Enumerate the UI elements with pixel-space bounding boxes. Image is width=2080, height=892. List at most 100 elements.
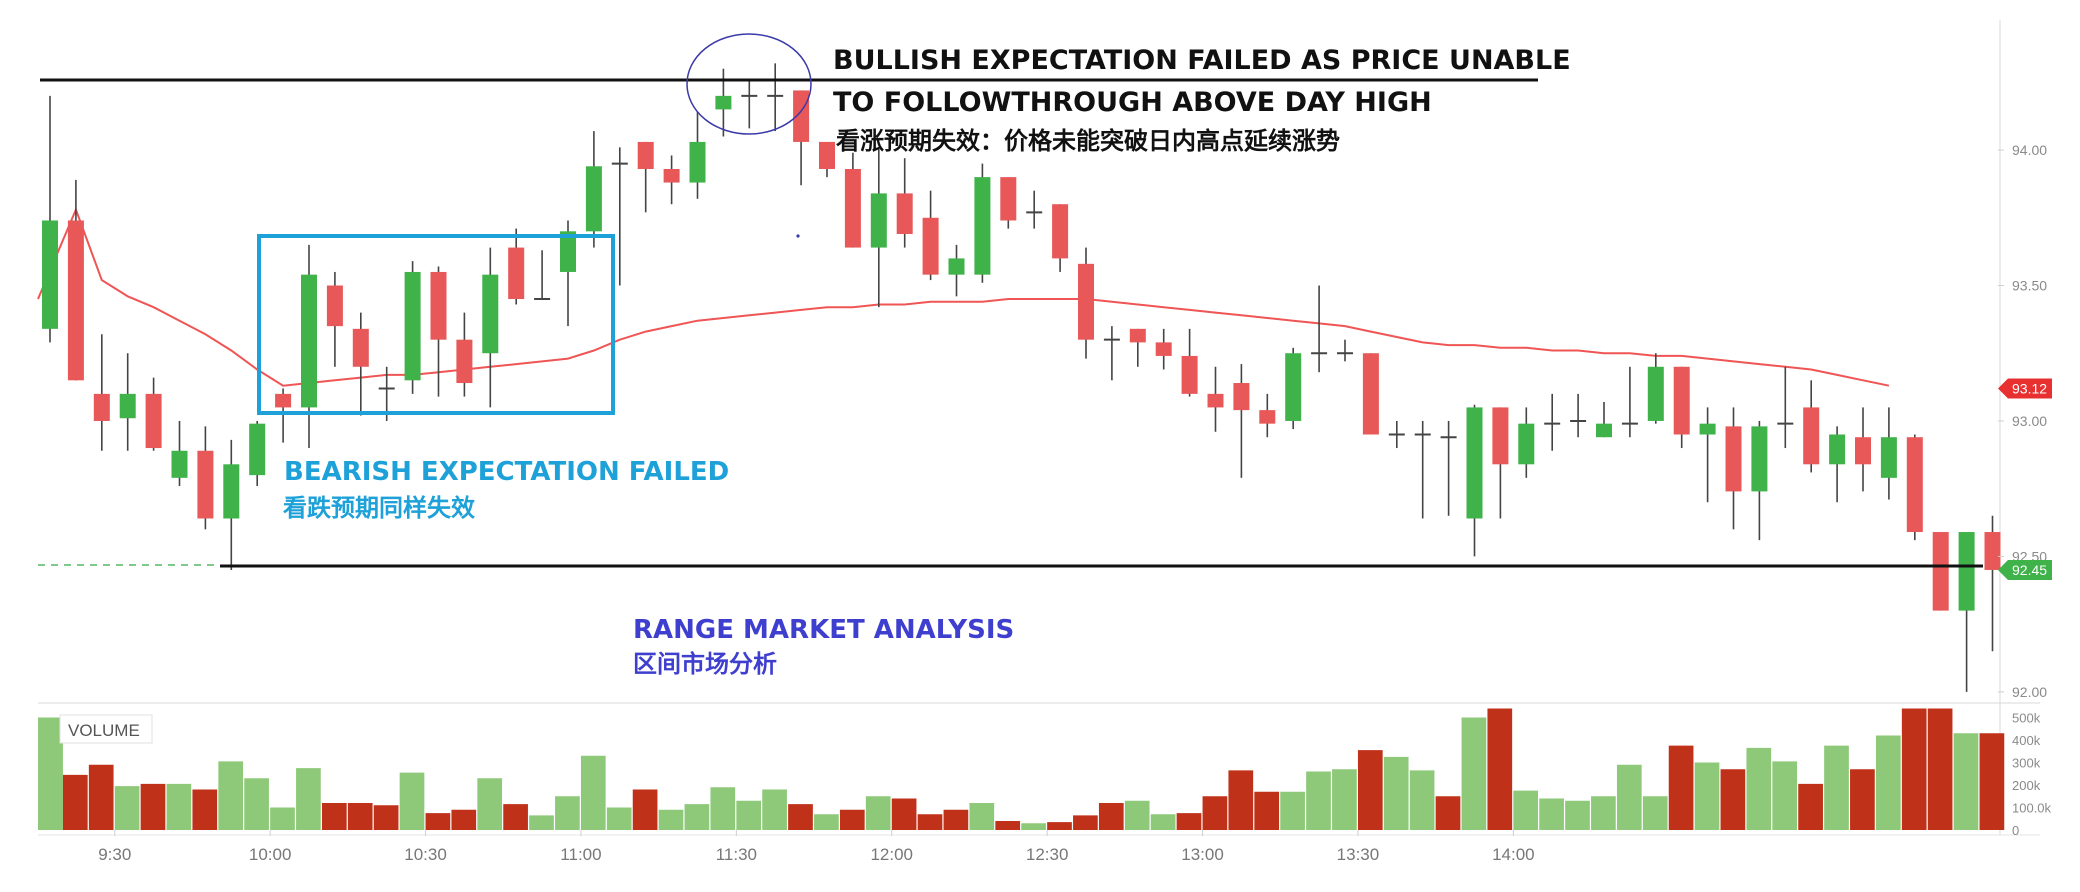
candle xyxy=(793,90,810,186)
moving-average-line xyxy=(37,206,1890,387)
candle-body xyxy=(870,193,887,248)
candle-body xyxy=(42,220,58,329)
candle xyxy=(275,388,292,443)
time-tick-label: 11:00 xyxy=(560,845,601,864)
candle-body xyxy=(197,450,214,519)
candle-body xyxy=(1647,366,1664,421)
candle xyxy=(1621,366,1638,438)
volume-bar xyxy=(1875,735,1901,830)
volume-bar xyxy=(865,796,891,830)
candle xyxy=(1052,204,1069,272)
candle xyxy=(404,261,421,394)
bearish-range-box xyxy=(257,234,615,415)
volume-bar xyxy=(1746,747,1772,830)
small-dot xyxy=(796,234,800,238)
volume-bar xyxy=(1824,745,1849,830)
candle-body xyxy=(352,328,369,367)
moving-average-layer xyxy=(37,206,1890,387)
candle xyxy=(1337,339,1353,362)
candle-body xyxy=(560,231,576,272)
candle-body xyxy=(1725,426,1742,492)
candle-body xyxy=(1855,437,1871,465)
candle-body xyxy=(1829,434,1846,465)
candle xyxy=(844,152,861,248)
volume-bar xyxy=(632,789,658,830)
price-tick-label: 93.00 xyxy=(2012,413,2047,429)
candle-body xyxy=(1466,407,1483,519)
volume-bar xyxy=(555,796,580,830)
candle xyxy=(585,131,602,248)
candle-body xyxy=(1596,423,1612,438)
candle-body xyxy=(1518,423,1535,465)
bearish-annotation-cn: 看跌预期同样失效 xyxy=(283,494,475,522)
candle-body xyxy=(844,169,861,248)
candle-body xyxy=(119,393,136,419)
volume-bar xyxy=(1565,800,1590,830)
candle xyxy=(1259,393,1276,438)
candle xyxy=(145,377,162,451)
candle-body xyxy=(1803,407,1820,465)
candle-body xyxy=(1259,410,1276,424)
candle-body xyxy=(1129,328,1146,343)
volume-bar xyxy=(1202,796,1228,830)
volume-label: VOLUME xyxy=(68,721,140,740)
time-tick-label: 12:00 xyxy=(870,845,913,864)
candle-body xyxy=(1751,426,1768,492)
candle xyxy=(1544,393,1561,451)
volume-bar xyxy=(1435,796,1461,830)
candle xyxy=(560,220,576,327)
price-tag: 92.45 xyxy=(1998,559,2052,580)
candle xyxy=(1000,177,1017,229)
candle-body xyxy=(223,464,240,519)
volume-bar xyxy=(1409,770,1435,830)
volume-bar xyxy=(580,755,606,830)
time-tick-label: 9:30 xyxy=(98,845,131,864)
price-tag-shape xyxy=(1998,559,2052,580)
candle xyxy=(1984,515,2001,652)
volume-bar xyxy=(244,778,269,830)
price-tag-label: 93.12 xyxy=(2012,380,2047,396)
candle-body xyxy=(67,220,84,381)
candle xyxy=(119,353,136,451)
candle xyxy=(663,155,680,205)
volume-bar xyxy=(1591,796,1616,830)
volume-bar xyxy=(1953,733,1979,830)
candle-body xyxy=(171,450,188,478)
candle xyxy=(534,250,551,301)
candle xyxy=(1362,353,1379,435)
candle-body xyxy=(430,271,447,340)
volume-bar xyxy=(503,804,528,830)
candle xyxy=(1285,347,1302,430)
candle xyxy=(974,163,991,283)
range-annotation-cn: 区间市场分析 xyxy=(633,650,777,678)
candle-body xyxy=(275,393,292,408)
candle xyxy=(1673,366,1690,449)
volume-bar xyxy=(1668,745,1694,830)
volume-bar xyxy=(1124,800,1150,830)
candle xyxy=(456,312,473,397)
volume-bar xyxy=(1850,769,1875,830)
candle xyxy=(637,141,654,213)
volume-tick-label: 300k xyxy=(2012,756,2041,771)
candle-body xyxy=(689,141,706,183)
volume-tick-label: 500k xyxy=(2012,711,2041,726)
resistance-annotation-line1: BULLISH EXPECTATION FAILED AS PRICE UNAB… xyxy=(833,45,1571,76)
volume-bar xyxy=(1979,733,2005,830)
candle xyxy=(870,147,887,308)
candle xyxy=(67,179,84,381)
volume-tick-label: 0 xyxy=(2012,823,2019,838)
candle xyxy=(896,158,913,248)
candle xyxy=(352,312,369,416)
volume-bar xyxy=(373,805,399,830)
candle-body xyxy=(145,393,162,449)
candle xyxy=(1129,328,1146,367)
candle-body xyxy=(326,285,343,327)
candle xyxy=(1181,328,1198,397)
candle xyxy=(819,141,835,178)
volume-bar xyxy=(1927,708,1953,830)
price-tag-label: 92.45 xyxy=(2012,562,2047,578)
candle-body xyxy=(948,258,965,275)
volume-bar xyxy=(1539,798,1564,830)
